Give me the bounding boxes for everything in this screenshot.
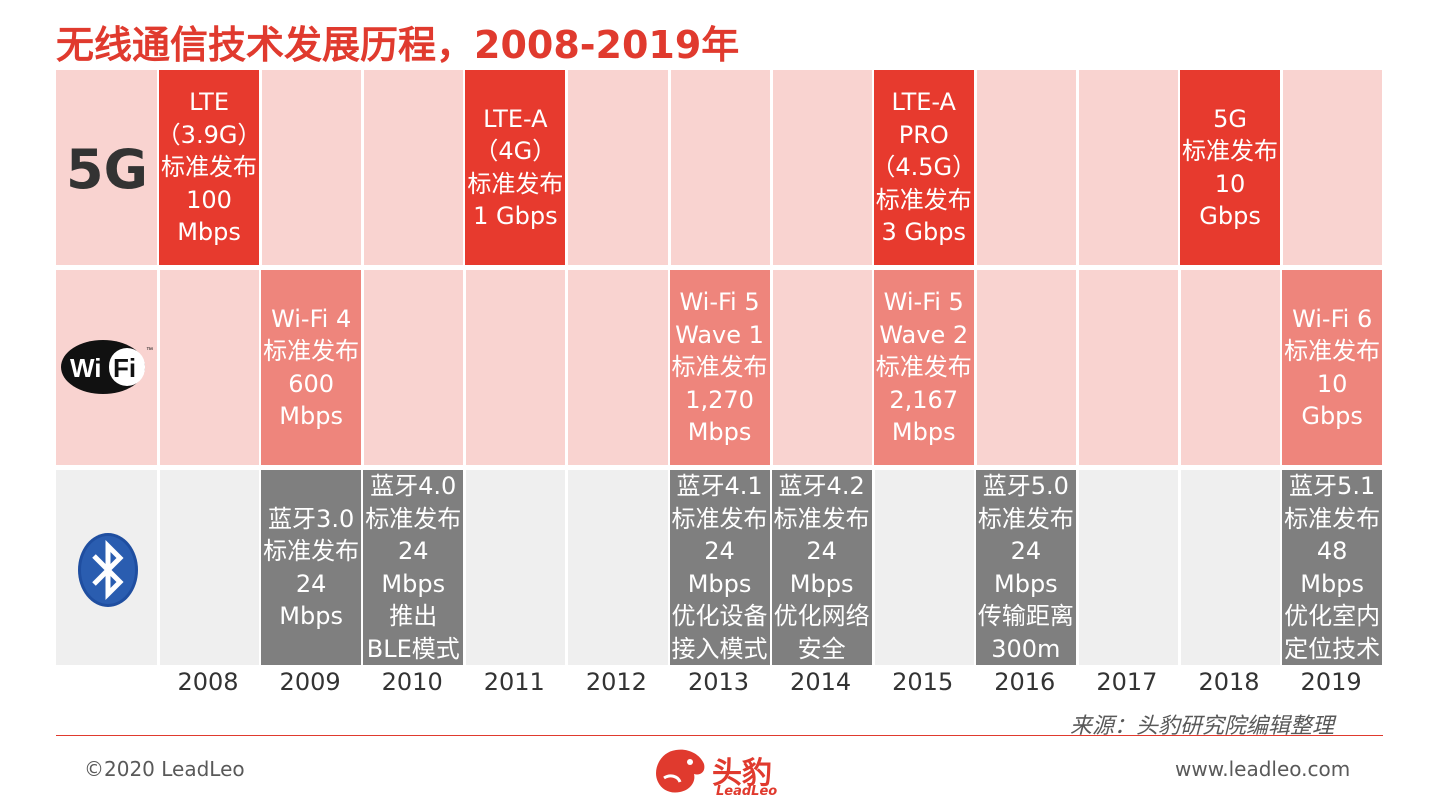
grid-separator: [1178, 70, 1181, 265]
grid-separator: [361, 70, 365, 265]
year-label: 2016: [994, 668, 1056, 696]
grid-separator: [463, 470, 467, 665]
year-label: 2008: [177, 668, 239, 696]
grid-separator: [1178, 470, 1181, 665]
logo-wordmark-en: LeadLeo: [716, 784, 778, 799]
milestone-bt-2019: 蓝牙5.1 标准发布 48 Mbps 优化室内 定位技术: [1282, 470, 1383, 665]
bluetooth-icon: [78, 533, 138, 607]
grid-separator: [361, 470, 365, 665]
grid-separator: [1178, 270, 1181, 465]
grid-separator: [565, 270, 569, 465]
wifi-logo-icon: Wi Fi ™: [61, 340, 153, 394]
grid-separator: [259, 470, 263, 665]
milestone-bt-2014: 蓝牙4.2 标准发布 24 Mbps 优化网络 安全: [771, 470, 872, 665]
grid-separator: [463, 70, 467, 265]
grid-separator: [259, 270, 263, 465]
milestone-g5-2015: LTE-A PRO （4.5G） 标准发布 3 Gbps: [873, 70, 974, 265]
grid-separator: [1280, 70, 1284, 265]
grid-separator: [667, 470, 671, 665]
grid-separator: [871, 270, 875, 465]
grid-separator: [769, 470, 773, 665]
year-label: 2019: [1300, 668, 1362, 696]
svg-text:™: ™: [146, 347, 153, 354]
grid-separator: [973, 470, 977, 665]
year-label: 2011: [483, 668, 545, 696]
grid-separator: [973, 270, 977, 465]
grid-separator: [1280, 470, 1284, 665]
page-title: 无线通信技术发展历程，2008-2019年: [56, 23, 740, 67]
grid-separator: [1075, 470, 1079, 665]
milestone-g5-2011: LTE-A （4G） 标准发布 1 Gbps: [465, 70, 566, 265]
year-label: 2009: [279, 668, 341, 696]
grid-separator: [259, 70, 263, 265]
year-label: 2017: [1096, 668, 1158, 696]
grid-separator: [1075, 70, 1079, 265]
year-label: 2012: [585, 668, 647, 696]
milestone-wifi-2015: Wi-Fi 5 Wave 2 标准发布 2,167 Mbps: [873, 270, 974, 465]
grid-separator: [463, 270, 467, 465]
milestone-bt-2009: 蓝牙3.0 标准发布 24 Mbps: [261, 470, 362, 665]
grid-separator: [973, 70, 977, 265]
milestone-wifi-2009: Wi-Fi 4 标准发布 600 Mbps: [261, 270, 362, 465]
grid-separator: [871, 470, 875, 665]
grid-separator: [157, 470, 160, 665]
grid-separator: [1382, 70, 1386, 265]
grid-separator: [157, 270, 160, 465]
year-label: 2015: [892, 668, 954, 696]
year-label: 2010: [381, 668, 443, 696]
grid-separator: [871, 70, 875, 265]
grid-separator: [157, 70, 160, 265]
milestone-bt-2013: 蓝牙4.1 标准发布 24 Mbps 优化设备 接入模式: [669, 470, 770, 665]
grid-separator: [565, 70, 569, 265]
grid-separator: [361, 270, 365, 465]
footer-divider: [56, 735, 1383, 736]
grid-separator: [769, 270, 773, 465]
milestone-wifi-2013: Wi-Fi 5 Wave 1 标准发布 1,270 Mbps: [669, 270, 770, 465]
copyright-text: ©2020 LeadLeo: [84, 757, 245, 781]
year-label: 2018: [1198, 668, 1260, 696]
milestone-g5-2018: 5G 标准发布 10 Gbps: [1180, 70, 1281, 265]
milestone-g5-2008: LTE （3.9G） 标准发布 100 Mbps: [159, 70, 260, 265]
wifi-logo-text-fi: Fi: [113, 353, 136, 383]
source-note: 来源：头豹研究院编辑整理: [1070, 714, 1335, 739]
grid-separator: [667, 270, 671, 465]
leadleo-logo-icon: [656, 749, 705, 793]
grid-separator: [1382, 270, 1386, 465]
year-label: 2014: [790, 668, 852, 696]
year-label: 2013: [687, 668, 750, 696]
milestone-bt-2010: 蓝牙4.0 标准发布 24 Mbps 推出 BLE模式: [363, 470, 464, 665]
logo-wordmark-cn: 头豹: [712, 756, 772, 791]
grid-separator: [1280, 270, 1284, 465]
row-label-5g: 5G: [66, 138, 148, 201]
grid-separator: [1075, 270, 1079, 465]
grid-separator: [1382, 470, 1386, 665]
grid-separator: [565, 470, 569, 665]
website-link[interactable]: www.leadleo.com: [1175, 757, 1351, 781]
grid-separator: [667, 70, 671, 265]
row-5g-band: [56, 70, 1383, 265]
milestone-wifi-2019: Wi-Fi 6 标准发布 10 Gbps: [1282, 270, 1383, 465]
grid-separator: [769, 70, 773, 265]
milestone-bt-2016: 蓝牙5.0 标准发布 24 Mbps 传输距离 300m: [975, 470, 1076, 665]
wifi-logo-text-wi: Wi: [70, 353, 102, 383]
